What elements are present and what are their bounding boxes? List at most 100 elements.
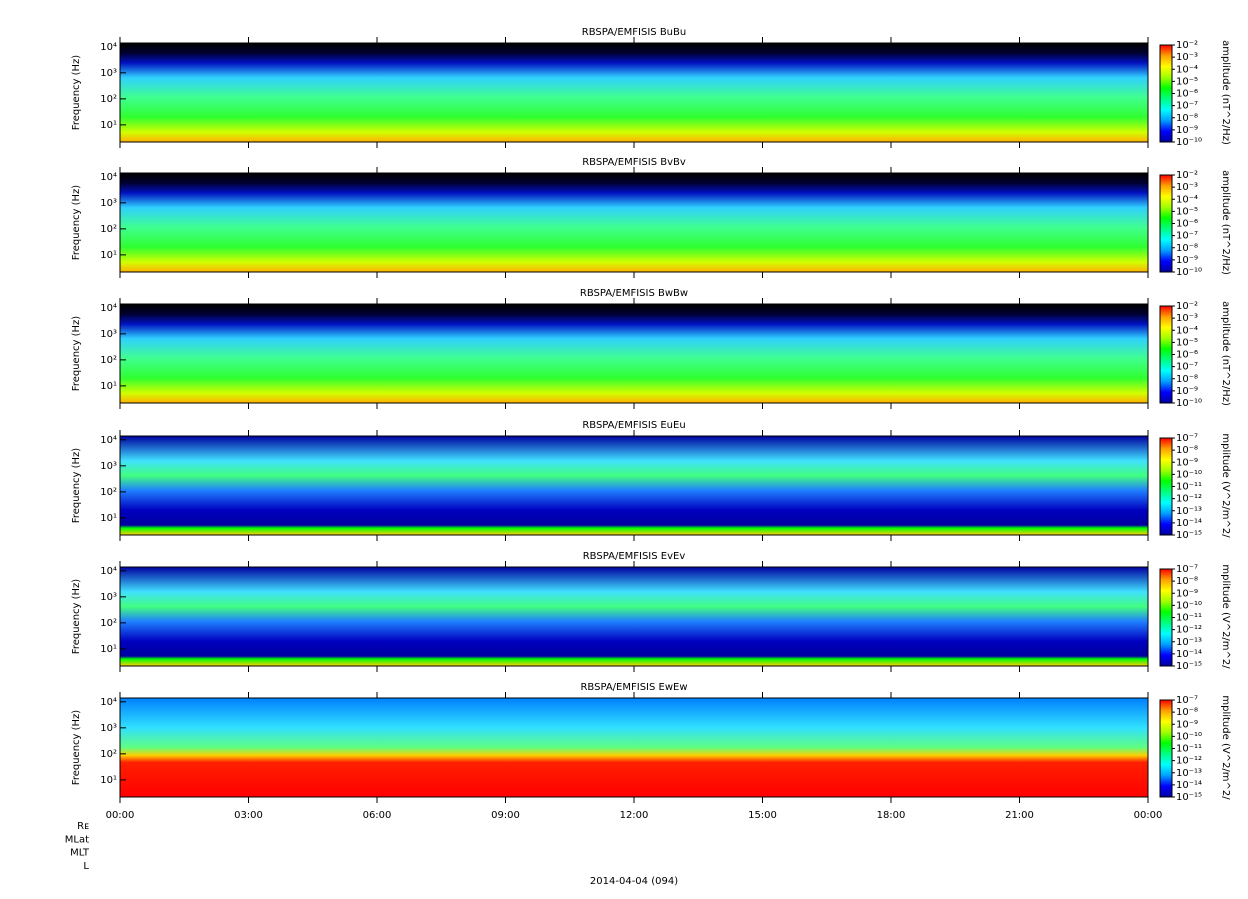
colorbar: [1159, 437, 1173, 536]
y-tick-label: 10¹: [100, 644, 117, 655]
colorbar-tick-label: 10⁻¹²: [1176, 625, 1202, 636]
colorbar-tick-label: 10⁻⁵: [1176, 337, 1198, 348]
colorbar-tick-label: 10⁻¹⁵: [1176, 661, 1202, 672]
colorbar-tick-label: 10⁻¹⁴: [1176, 649, 1202, 660]
y-tick-label: 10⁴: [100, 435, 117, 446]
ephemeris-label: L: [83, 861, 89, 872]
colorbar-tick-label: 10⁻¹⁵: [1176, 530, 1202, 541]
panel: RBSPA/EMFISIS EuEu Frequency (Hz) 10¹ 10² 10…: [71, 420, 1231, 541]
y-tick-label: 10¹: [100, 775, 117, 786]
panel: RBSPA/EMFISIS EwEw Frequency (Hz) 10¹ 10² 10…: [71, 682, 1231, 821]
colorbar-tick-label: 10⁻²: [1176, 40, 1198, 51]
panel-title: RBSPA/EMFISIS EvEv: [583, 551, 686, 562]
colorbar-tick-label: 10⁻¹⁵: [1176, 792, 1202, 803]
colorbar-tick-label: 10⁻¹³: [1176, 637, 1202, 648]
colorbar-tick-label: 10⁻⁷: [1176, 564, 1198, 575]
panel-title: RBSPA/EMFISIS BwBw: [580, 288, 688, 299]
panel: RBSPA/EMFISIS BvBv Frequency (Hz) 10¹ 10² 10…: [71, 157, 1231, 278]
colorbar-tick-label: 10⁻⁶: [1176, 89, 1198, 100]
colorbar-tick-label: 10⁻⁵: [1176, 206, 1198, 217]
y-tick-label: 10⁴: [100, 172, 117, 183]
spectrogram: [120, 436, 1148, 535]
colorbar-tick-label: 10⁻¹¹: [1176, 482, 1202, 493]
colorbar-tick-label: 10⁻¹²: [1176, 756, 1202, 767]
colorbar-tick-label: 10⁻⁹: [1176, 255, 1198, 266]
colorbar-label: amplitude (nT^2/Hz): [1220, 301, 1231, 406]
y-axis-label: Frequency (Hz): [71, 316, 82, 392]
colorbar-tick-label: 10⁻²: [1176, 170, 1198, 181]
y-axis-label: Frequency (Hz): [71, 448, 82, 524]
colorbar-tick-label: 10⁻⁸: [1176, 374, 1198, 385]
y-tick-label: 10¹: [100, 120, 117, 131]
colorbar-tick-label: 10⁻³: [1176, 182, 1198, 193]
colorbar: [1159, 699, 1173, 798]
x-tick-label: 18:00: [877, 810, 906, 821]
colorbar-tick-label: 10⁻⁷: [1176, 231, 1198, 242]
y-tick-label: 10⁴: [100, 566, 117, 577]
y-tick-label: 10²: [100, 224, 117, 235]
colorbar-tick-label: 10⁻⁷: [1176, 101, 1198, 112]
y-tick-label: 10⁴: [100, 303, 117, 314]
colorbar-tick-label: 10⁻¹¹: [1176, 744, 1202, 755]
y-axis-label: Frequency (Hz): [71, 55, 82, 131]
colorbar-label: mplitude (V^2/m^2/: [1220, 695, 1231, 800]
colorbar-label: mplitude (V^2/m^2/: [1220, 564, 1231, 669]
colorbar-tick-label: 10⁻⁸: [1176, 707, 1198, 718]
x-tick-label: 06:00: [363, 810, 392, 821]
colorbar-tick-label: 10⁻⁴: [1176, 64, 1198, 75]
colorbar-tick-label: 10⁻⁶: [1176, 350, 1198, 361]
panel: RBSPA/EMFISIS BwBw Frequency (Hz) 10¹ 10² 10…: [71, 288, 1231, 409]
x-tick-label: 15:00: [748, 810, 777, 821]
y-tick-label: 10²: [100, 487, 117, 498]
spectrogram: [120, 698, 1148, 797]
panel-title: RBSPA/EMFISIS BvBv: [582, 157, 686, 168]
spectrogram: [120, 173, 1148, 272]
colorbar-tick-label: 10⁻¹⁰: [1176, 600, 1202, 611]
x-tick-label: 03:00: [234, 810, 263, 821]
ephemeris-label: Rᴇ: [77, 821, 89, 832]
panel-title: RBSPA/EMFISIS BuBu: [582, 27, 686, 38]
colorbar-tick-label: 10⁻⁷: [1176, 695, 1198, 706]
x-tick-label: 12:00: [620, 810, 649, 821]
y-tick-label: 10¹: [100, 250, 117, 261]
y-axis-label: Frequency (Hz): [71, 710, 82, 786]
colorbar-tick-label: 10⁻¹⁰: [1176, 398, 1202, 409]
y-tick-label: 10²: [100, 355, 117, 366]
colorbar: [1159, 174, 1173, 273]
y-tick-label: 10¹: [100, 381, 117, 392]
colorbar-label: amplitude (nT^2/Hz): [1220, 170, 1231, 275]
colorbar-tick-label: 10⁻¹²: [1176, 494, 1202, 505]
panel-title: RBSPA/EMFISIS EuEu: [582, 420, 685, 431]
y-tick-label: 10¹: [100, 513, 117, 524]
y-tick-label: 10³: [100, 329, 117, 340]
y-axis-label: Frequency (Hz): [71, 579, 82, 655]
y-tick-label: 10³: [100, 461, 117, 472]
colorbar-tick-label: 10⁻⁴: [1176, 194, 1198, 205]
x-tick-label: 09:00: [491, 810, 520, 821]
spectrogram: [120, 43, 1148, 142]
y-tick-label: 10³: [100, 592, 117, 603]
panels: RBSPA/EMFISIS BuBu Frequency (Hz) 10¹ 10² 10…: [71, 27, 1231, 821]
colorbar-tick-label: 10⁻⁹: [1176, 125, 1198, 136]
x-tick-label: 00:00: [106, 810, 135, 821]
colorbar-tick-label: 10⁻³: [1176, 313, 1198, 324]
y-tick-label: 10³: [100, 68, 117, 79]
colorbar-tick-label: 10⁻¹³: [1176, 506, 1202, 517]
colorbar: [1159, 305, 1173, 404]
colorbar-tick-label: 10⁻¹⁴: [1176, 780, 1202, 791]
panel: RBSPA/EMFISIS EvEv Frequency (Hz) 10¹ 10² 10…: [71, 551, 1231, 672]
colorbar-tick-label: 10⁻⁶: [1176, 219, 1198, 230]
colorbar-tick-label: 10⁻⁹: [1176, 457, 1198, 468]
x-tick-label: 21:00: [1005, 810, 1034, 821]
panel: RBSPA/EMFISIS BuBu Frequency (Hz) 10¹ 10² 10…: [71, 27, 1231, 148]
colorbar-tick-label: 10⁻⁹: [1176, 588, 1198, 599]
y-tick-label: 10⁴: [100, 42, 117, 53]
y-tick-label: 10³: [100, 198, 117, 209]
panel-title: RBSPA/EMFISIS EwEw: [580, 682, 687, 693]
ephemeris-label: MLat: [65, 834, 89, 845]
colorbar-tick-label: 10⁻⁸: [1176, 113, 1198, 124]
colorbar-label: amplitude (nT^2/Hz): [1220, 40, 1231, 145]
ephemeris-label: MLT: [70, 848, 90, 859]
spectrogram: [120, 304, 1148, 403]
